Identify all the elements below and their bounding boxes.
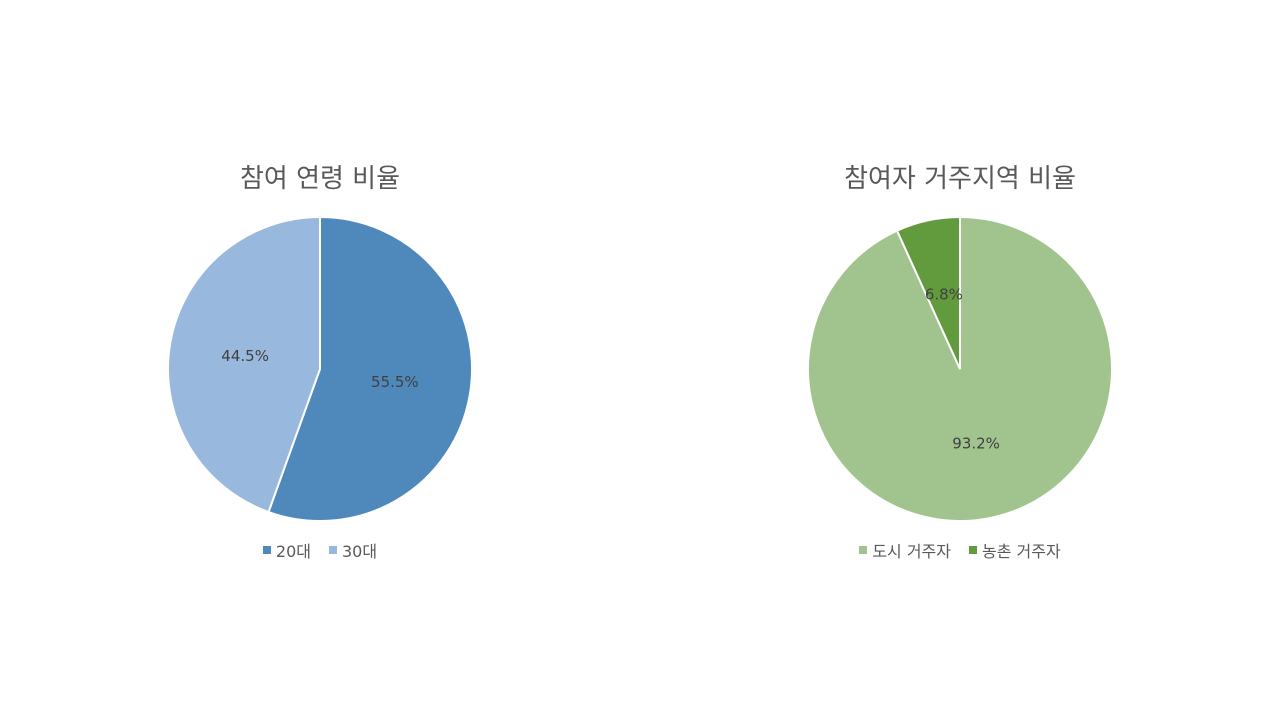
legend-swatch xyxy=(329,546,337,554)
legend-item: 30대 xyxy=(329,538,377,562)
pie: 55.5% 44.5% xyxy=(167,215,473,522)
data-label: 6.8% xyxy=(925,286,963,304)
legend-swatch xyxy=(969,546,977,554)
legend: 도시 거주자 농촌 거주자 xyxy=(760,538,1160,562)
legend-label: 20대 xyxy=(275,542,311,561)
chart-title: 참여자 거주지역 비율 xyxy=(844,164,1076,194)
legend-item: 20대 xyxy=(262,538,311,562)
legend-swatch xyxy=(262,546,271,554)
pie-slice xyxy=(267,215,473,522)
legend-label: 도시 거주자 xyxy=(872,542,951,561)
pie-slice xyxy=(167,215,321,514)
legend: 20대 30대 xyxy=(120,538,520,562)
legend-label: 농촌 거주자 xyxy=(982,542,1061,561)
chart-title: 참여 연령 비율 xyxy=(239,164,401,194)
data-label: 44.5% xyxy=(221,347,269,365)
age-ratio-chart: 참여 연령 비율 55.5% 44.5% 20대 30대 xyxy=(120,150,520,580)
pie: 93.2% 6.8% xyxy=(807,215,1113,522)
legend-item: 농촌 거주자 xyxy=(969,538,1061,562)
legend-item: 도시 거주자 xyxy=(859,538,951,562)
residence-ratio-chart: 참여자 거주지역 비율 93.2% 6.8% 도시 거주자 농촌 거주자 xyxy=(760,150,1160,580)
data-label: 93.2% xyxy=(952,434,1000,452)
legend-label: 30대 xyxy=(342,542,378,561)
pie-slice xyxy=(895,215,961,370)
legend-swatch xyxy=(859,546,868,554)
data-label: 55.5% xyxy=(371,373,419,391)
